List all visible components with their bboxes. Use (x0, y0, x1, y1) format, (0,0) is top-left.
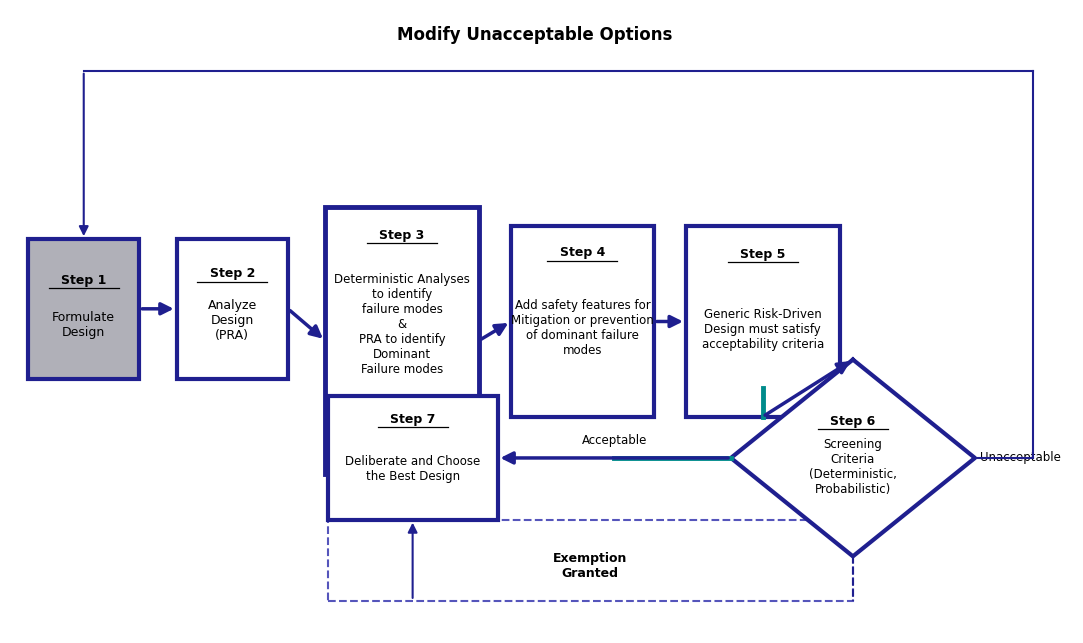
Text: Step 5: Step 5 (740, 248, 785, 261)
Text: Step 3: Step 3 (379, 230, 425, 242)
Text: Generic Risk-Driven
Design must satisfy
acceptability criteria: Generic Risk-Driven Design must satisfy … (702, 307, 824, 350)
Text: Deliberate and Choose
the Best Design: Deliberate and Choose the Best Design (345, 455, 480, 484)
FancyBboxPatch shape (686, 226, 839, 417)
Text: Step 1: Step 1 (61, 274, 106, 287)
Text: Step 6: Step 6 (831, 415, 875, 428)
Text: Step 2: Step 2 (210, 267, 255, 280)
FancyBboxPatch shape (511, 226, 654, 417)
FancyBboxPatch shape (177, 239, 288, 379)
Text: Modify Unacceptable Options: Modify Unacceptable Options (397, 26, 673, 44)
Text: Screening
Criteria
(Deterministic,
Probabilistic): Screening Criteria (Deterministic, Proba… (809, 439, 897, 496)
Text: Analyze
Design
(PRA): Analyze Design (PRA) (208, 299, 257, 341)
Text: Deterministic Analyses
to identify
failure modes
&
PRA to identify
Dominant
Fail: Deterministic Analyses to identify failu… (334, 273, 470, 376)
FancyBboxPatch shape (328, 396, 497, 520)
Text: Step 4: Step 4 (560, 246, 605, 260)
FancyBboxPatch shape (325, 207, 479, 474)
Text: Formulate
Design: Formulate Design (52, 311, 115, 339)
Polygon shape (731, 359, 975, 556)
Text: Unacceptable: Unacceptable (980, 451, 1061, 464)
FancyBboxPatch shape (28, 239, 140, 379)
Text: Acceptable: Acceptable (582, 433, 647, 446)
Text: Step 7: Step 7 (390, 413, 435, 426)
Text: Exemption
Granted: Exemption Granted (553, 552, 627, 580)
Text: Add safety features for
Mitigation or prevention
of dominant failure
modes: Add safety features for Mitigation or pr… (511, 299, 654, 357)
